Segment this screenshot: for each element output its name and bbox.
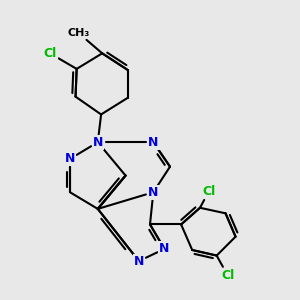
Text: Cl: Cl [221,269,234,282]
Text: N: N [134,255,144,268]
Text: N: N [148,186,158,199]
Text: Cl: Cl [202,184,215,198]
Text: N: N [93,136,103,149]
Text: N: N [65,152,75,165]
Text: CH₃: CH₃ [68,28,90,38]
Text: N: N [159,242,170,255]
Text: Cl: Cl [44,47,57,60]
Text: N: N [148,136,158,149]
